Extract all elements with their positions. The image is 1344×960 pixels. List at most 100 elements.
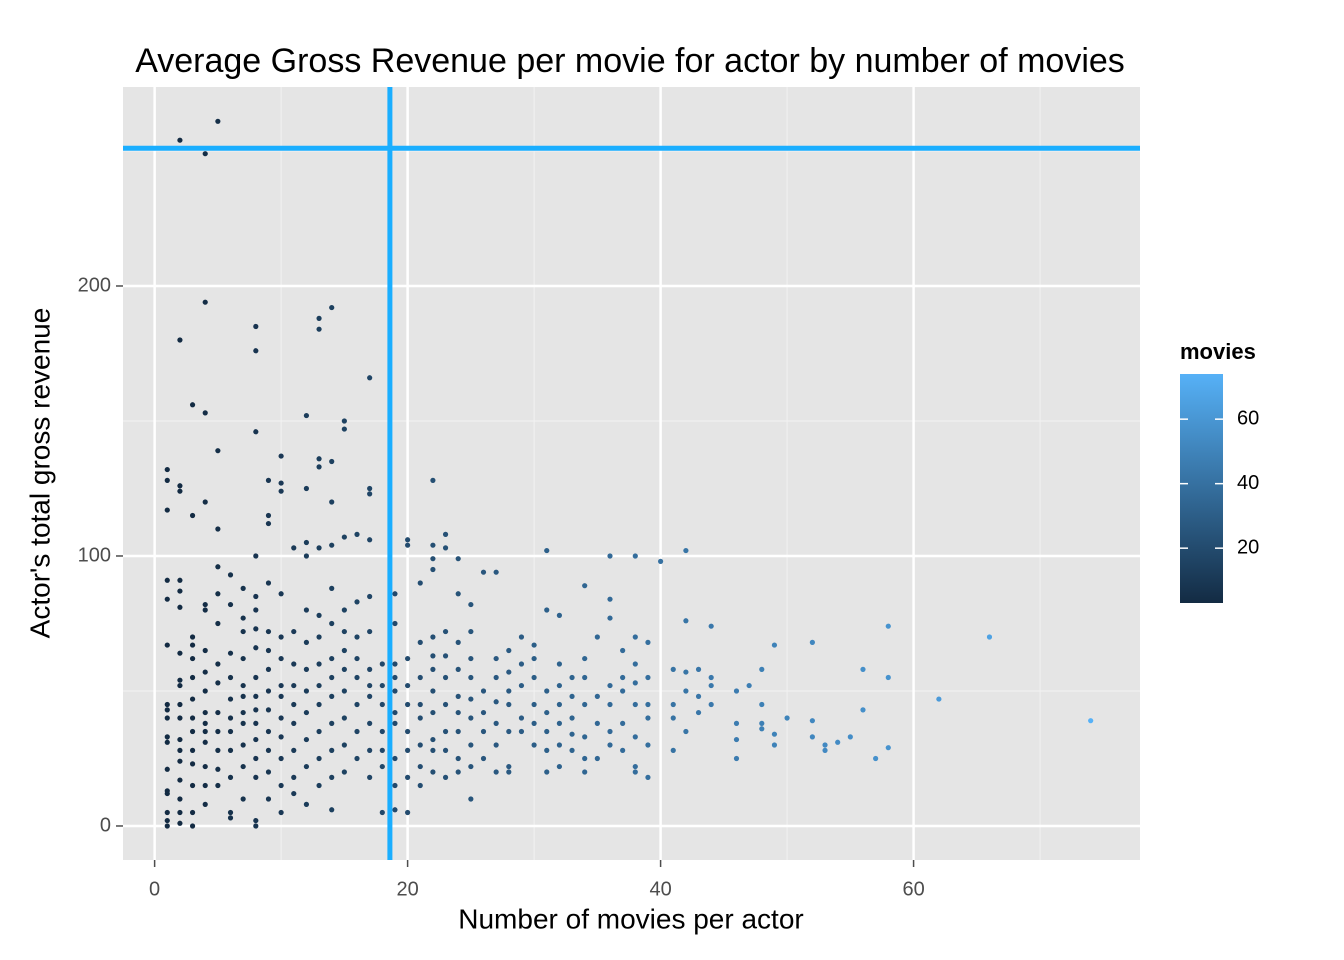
data-point xyxy=(265,728,272,735)
data-point xyxy=(405,774,411,780)
data-point xyxy=(341,769,347,775)
data-point xyxy=(354,701,360,708)
data-point xyxy=(392,709,398,716)
data-point xyxy=(645,639,651,645)
data-point xyxy=(860,707,866,713)
x-axis-title: Number of movies per actor xyxy=(458,903,803,934)
data-point xyxy=(164,507,170,513)
data-point xyxy=(442,701,449,708)
data-point xyxy=(873,755,879,762)
data-point xyxy=(480,728,487,735)
data-point xyxy=(278,634,284,640)
data-point xyxy=(771,642,778,648)
data-point xyxy=(405,701,411,708)
data-point xyxy=(468,696,474,702)
data-point xyxy=(177,488,183,494)
data-point xyxy=(189,402,196,408)
data-point xyxy=(430,688,436,694)
data-point xyxy=(379,682,385,689)
data-point xyxy=(556,763,562,770)
colorbar-label: 60 xyxy=(1237,407,1259,429)
colorbar xyxy=(1180,374,1223,603)
data-point xyxy=(202,647,208,654)
data-point xyxy=(240,693,246,699)
data-point xyxy=(607,742,613,748)
data-point xyxy=(455,556,461,562)
data-point xyxy=(278,693,284,699)
data-point xyxy=(632,680,638,686)
data-point xyxy=(341,742,347,748)
data-point xyxy=(430,566,436,573)
data-point xyxy=(392,591,398,597)
data-point xyxy=(695,666,702,672)
data-point xyxy=(189,747,196,753)
data-point xyxy=(177,758,183,764)
data-point xyxy=(1088,718,1094,724)
data-point xyxy=(316,612,322,618)
data-point xyxy=(202,669,208,675)
data-point xyxy=(265,628,272,635)
data-point xyxy=(341,628,347,635)
data-point xyxy=(253,755,259,762)
data-point xyxy=(278,782,284,789)
data-point xyxy=(493,769,499,775)
data-point xyxy=(329,499,335,505)
data-point xyxy=(240,763,246,770)
data-point xyxy=(240,615,246,621)
data-point xyxy=(417,674,423,681)
data-point xyxy=(329,720,335,726)
data-point xyxy=(240,585,246,591)
colorbar-label: 40 xyxy=(1237,472,1259,494)
data-point xyxy=(316,315,322,321)
data-point xyxy=(518,634,525,640)
data-point xyxy=(189,696,196,702)
data-point xyxy=(455,639,461,645)
data-point xyxy=(506,763,512,770)
data-point xyxy=(417,742,423,748)
data-point xyxy=(177,677,183,683)
data-point xyxy=(367,693,373,699)
data-point xyxy=(544,688,550,694)
data-point xyxy=(329,620,335,627)
data-point xyxy=(354,755,360,762)
data-point xyxy=(341,666,347,672)
data-point xyxy=(189,715,196,721)
data-point xyxy=(164,701,170,708)
data-point xyxy=(405,542,411,548)
data-point xyxy=(164,734,170,740)
data-point xyxy=(430,736,436,743)
data-point xyxy=(202,299,208,305)
data-point xyxy=(544,728,550,735)
data-point xyxy=(594,634,600,640)
data-point xyxy=(265,477,272,483)
data-point xyxy=(657,558,664,564)
data-point xyxy=(164,466,170,473)
x-tick-label: 0 xyxy=(149,878,160,900)
data-point xyxy=(822,742,828,748)
data-point xyxy=(417,701,423,708)
data-point xyxy=(430,556,436,562)
data-point xyxy=(392,720,398,726)
data-point xyxy=(164,809,170,816)
data-point xyxy=(645,701,651,708)
data-point xyxy=(493,720,499,726)
data-point xyxy=(405,537,411,543)
data-point xyxy=(189,809,196,816)
data-point xyxy=(202,601,208,608)
data-point xyxy=(683,547,689,554)
data-point xyxy=(367,491,373,497)
data-point xyxy=(177,604,183,610)
data-point xyxy=(531,742,537,748)
data-point xyxy=(430,709,436,716)
data-point xyxy=(379,728,385,735)
legend-title: movies xyxy=(1180,339,1256,364)
data-point xyxy=(683,728,689,735)
data-point xyxy=(354,599,360,605)
data-point xyxy=(265,647,272,654)
data-point xyxy=(164,577,170,583)
data-point xyxy=(771,742,778,748)
data-point xyxy=(632,734,638,740)
data-point xyxy=(215,661,221,667)
data-point xyxy=(240,655,246,662)
data-point xyxy=(379,747,385,753)
